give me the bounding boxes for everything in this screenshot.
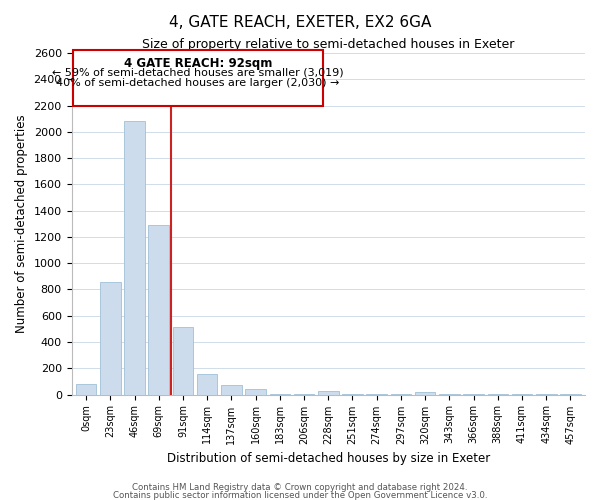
Bar bbox=[124, 122, 145, 394]
Bar bbox=[221, 384, 242, 394]
Text: 40% of semi-detached houses are larger (2,030) →: 40% of semi-detached houses are larger (… bbox=[56, 78, 340, 88]
Text: 4, GATE REACH, EXETER, EX2 6GA: 4, GATE REACH, EXETER, EX2 6GA bbox=[169, 15, 431, 30]
Text: ← 59% of semi-detached houses are smaller (3,019): ← 59% of semi-detached houses are smalle… bbox=[52, 68, 344, 78]
Text: Contains public sector information licensed under the Open Government Licence v3: Contains public sector information licen… bbox=[113, 491, 487, 500]
Bar bbox=[173, 327, 193, 394]
Text: 4 GATE REACH: 92sqm: 4 GATE REACH: 92sqm bbox=[124, 57, 272, 70]
Bar bbox=[245, 390, 266, 394]
Text: Contains HM Land Registry data © Crown copyright and database right 2024.: Contains HM Land Registry data © Crown c… bbox=[132, 484, 468, 492]
Title: Size of property relative to semi-detached houses in Exeter: Size of property relative to semi-detach… bbox=[142, 38, 514, 51]
Bar bbox=[318, 390, 338, 394]
Bar bbox=[76, 384, 97, 394]
Y-axis label: Number of semi-detached properties: Number of semi-detached properties bbox=[15, 114, 28, 333]
Bar bbox=[100, 282, 121, 395]
Bar bbox=[415, 392, 436, 394]
Bar bbox=[148, 225, 169, 394]
Bar bbox=[197, 374, 217, 394]
X-axis label: Distribution of semi-detached houses by size in Exeter: Distribution of semi-detached houses by … bbox=[167, 452, 490, 465]
FancyBboxPatch shape bbox=[73, 50, 323, 106]
